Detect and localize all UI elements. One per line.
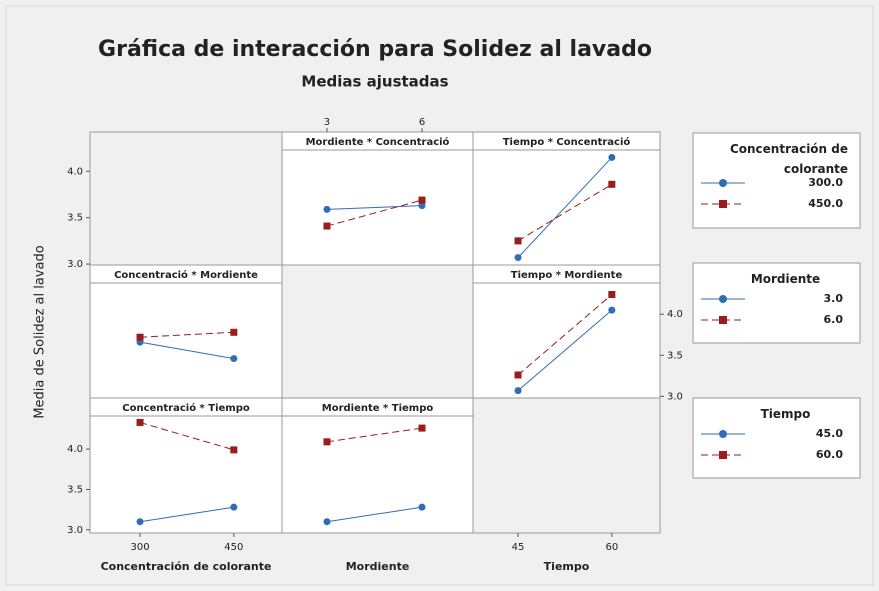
marker <box>514 371 522 379</box>
marker <box>608 180 616 188</box>
legend-title: Concentración de colorante <box>729 142 848 176</box>
marker <box>418 196 426 204</box>
y-tick-label: 4.0 <box>67 166 83 177</box>
marker <box>136 418 144 426</box>
series-line <box>326 506 423 523</box>
marker <box>608 153 616 161</box>
legend-label: 300.0 <box>808 176 843 189</box>
legend-marker <box>719 451 727 459</box>
panel <box>472 131 661 266</box>
legend-title-box: Concentración de colorante <box>729 142 848 176</box>
panel-title: Concentració * Tiempo <box>122 402 250 414</box>
marker <box>608 291 616 298</box>
series-line <box>139 341 234 360</box>
panel-title: Tiempo * Mordiente <box>511 270 623 281</box>
panel-title: Mordiente * Tiempo <box>322 403 434 414</box>
x-tick-label: 300 <box>130 542 149 553</box>
y-tick-label: 3.0 <box>67 259 83 270</box>
empty-panel <box>89 131 283 266</box>
panel-title: Concentració * Mordiente <box>114 269 258 281</box>
panel <box>281 397 474 534</box>
series-line <box>139 421 234 451</box>
series-line <box>139 506 234 523</box>
series-line <box>517 294 613 376</box>
x-tick-label: 3 <box>324 117 330 128</box>
panel <box>472 264 661 399</box>
marker <box>230 328 238 336</box>
empty-panel <box>281 264 474 399</box>
chart-subtitle: Medias ajustadas <box>301 73 448 91</box>
legend-title: Mordiente <box>750 272 821 286</box>
y-tick-label: 3.5 <box>67 213 83 224</box>
y-axis-label: Media de Solidez al lavado <box>33 245 48 418</box>
panel-title: Tiempo * Concentració <box>503 136 631 148</box>
panel <box>281 131 474 266</box>
x-tick-label: 45 <box>512 542 525 553</box>
legend-box <box>692 262 861 344</box>
y-tick-label: 3.0 <box>667 391 683 402</box>
marker <box>230 355 238 363</box>
legend-label: 6.0 <box>824 313 844 326</box>
x-axis-label: Mordiente <box>346 560 410 573</box>
marker <box>418 202 426 210</box>
series-line <box>140 331 234 338</box>
marker <box>514 254 522 262</box>
marker <box>230 446 238 454</box>
marker <box>136 333 144 341</box>
x-axis-label: Concentración de colorante <box>101 560 272 573</box>
x-tick-label: 6 <box>419 117 425 128</box>
series-line <box>517 309 613 391</box>
legend-box <box>692 397 861 479</box>
marker <box>230 503 238 511</box>
y-tick-label: 3.0 <box>67 525 83 536</box>
marker <box>418 503 426 511</box>
y-tick-label: 3.5 <box>667 350 683 361</box>
marker <box>514 387 522 395</box>
marker <box>323 438 331 446</box>
legend-title-box: Tiempo <box>760 407 811 421</box>
marker <box>514 237 522 245</box>
legend-marker <box>719 295 727 303</box>
legend-label: 60.0 <box>816 448 843 461</box>
panel <box>89 397 283 534</box>
panel-title: Mordiente * Concentració <box>306 136 450 148</box>
marker <box>136 518 144 526</box>
legend-marker <box>719 316 727 324</box>
marker <box>323 518 331 526</box>
legend-label: 3.0 <box>824 292 844 305</box>
chart-title: Gráfica de interacción para Solidez al l… <box>98 37 652 62</box>
y-tick-label: 4.0 <box>67 444 83 455</box>
legend-label: 450.0 <box>808 197 843 210</box>
legend-marker <box>719 200 727 208</box>
series-line <box>517 157 613 258</box>
empty-panel <box>472 397 661 534</box>
legend-title-box: Mordiente <box>750 272 821 286</box>
marker <box>323 222 331 230</box>
marker <box>323 205 331 213</box>
series-line <box>326 205 423 210</box>
x-axis-label: Tiempo <box>544 560 590 573</box>
marker <box>418 424 426 432</box>
y-tick-label: 4.0 <box>667 309 683 320</box>
legend-marker <box>719 179 727 187</box>
x-tick-label: 60 <box>605 542 618 553</box>
marker <box>608 306 616 314</box>
legend-marker <box>719 430 727 438</box>
legend-title: Tiempo <box>760 407 811 421</box>
series-line <box>326 199 423 227</box>
x-tick-label: 450 <box>224 542 243 553</box>
y-tick-label: 3.5 <box>67 484 83 495</box>
series-line <box>517 183 613 242</box>
series-line <box>326 427 423 443</box>
panel <box>89 264 283 399</box>
legend-label: 45.0 <box>816 427 843 440</box>
